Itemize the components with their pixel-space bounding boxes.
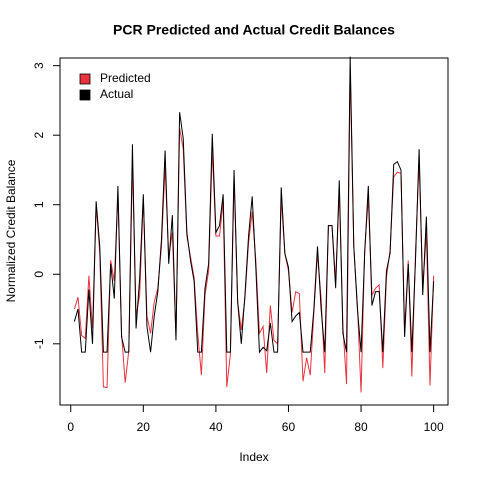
legend-label: Predicted <box>100 71 151 85</box>
x-tick-label: 20 <box>137 420 151 434</box>
legend-swatch <box>79 73 91 85</box>
y-tick-label: 3 <box>32 62 46 69</box>
y-tick-label: 2 <box>32 132 46 139</box>
y-axis-label: Normalized Credit Balance <box>4 159 18 302</box>
y-tick-label: 1 <box>32 201 46 208</box>
chart-title: PCR Predicted and Actual Credit Balances <box>113 22 395 38</box>
x-tick-label: 100 <box>424 420 444 434</box>
legend-swatch <box>79 89 91 101</box>
x-axis-label: Index <box>239 450 268 464</box>
x-tick-label: 60 <box>282 420 296 434</box>
y-tick-label: -1 <box>32 338 46 349</box>
series-line <box>73 56 435 354</box>
x-tick-label: 80 <box>354 420 368 434</box>
x-tick-label: 0 <box>67 420 74 434</box>
legend-label: Actual <box>100 87 133 101</box>
x-tick-label: 40 <box>209 420 223 434</box>
y-tick-label: 0 <box>32 271 46 278</box>
